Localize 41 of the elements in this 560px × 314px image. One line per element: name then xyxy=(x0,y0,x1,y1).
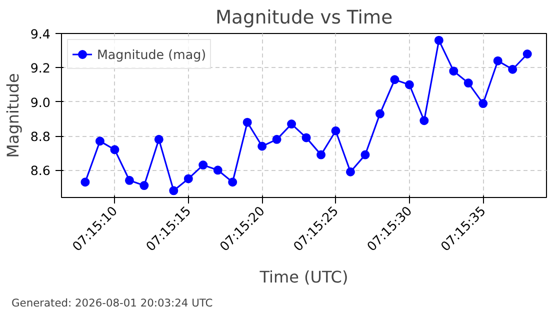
y-axis-title: Magnitude xyxy=(3,73,22,158)
y-tick-label: 8.6 xyxy=(30,163,51,178)
point xyxy=(184,174,193,184)
point xyxy=(464,78,473,88)
point xyxy=(110,145,120,154)
point xyxy=(169,186,178,196)
point xyxy=(508,64,518,74)
point xyxy=(154,134,164,144)
legend-label: Magnitude (mag) xyxy=(97,46,206,62)
point xyxy=(302,133,311,142)
point xyxy=(140,181,149,190)
y-tick-label: 9.4 xyxy=(30,26,51,42)
point xyxy=(198,160,208,170)
point xyxy=(404,80,414,90)
point xyxy=(95,136,104,146)
point xyxy=(360,150,370,160)
point xyxy=(272,134,282,144)
point xyxy=(390,75,400,84)
point xyxy=(478,99,488,108)
point xyxy=(316,150,326,160)
text: Generated: 2026-08-01 20:03:24 UTC xyxy=(12,296,213,310)
y-tick-label: 9.2 xyxy=(30,60,51,76)
point xyxy=(493,56,502,66)
point xyxy=(449,66,458,76)
point xyxy=(80,178,90,187)
point xyxy=(258,142,267,151)
point xyxy=(228,178,238,187)
point xyxy=(434,36,444,45)
point xyxy=(346,167,355,176)
y-tick-label: 8.8 xyxy=(30,129,51,144)
point xyxy=(242,118,252,127)
point xyxy=(522,50,532,58)
x-axis-title: Time (UTC) xyxy=(258,267,348,286)
point xyxy=(213,166,222,175)
point xyxy=(331,126,340,136)
point xyxy=(375,109,384,118)
point xyxy=(124,176,134,185)
y-tick-label: 9.0 xyxy=(30,94,51,110)
point xyxy=(420,116,429,126)
point xyxy=(287,120,296,129)
chart-title: Magnitude vs Time xyxy=(215,8,393,28)
